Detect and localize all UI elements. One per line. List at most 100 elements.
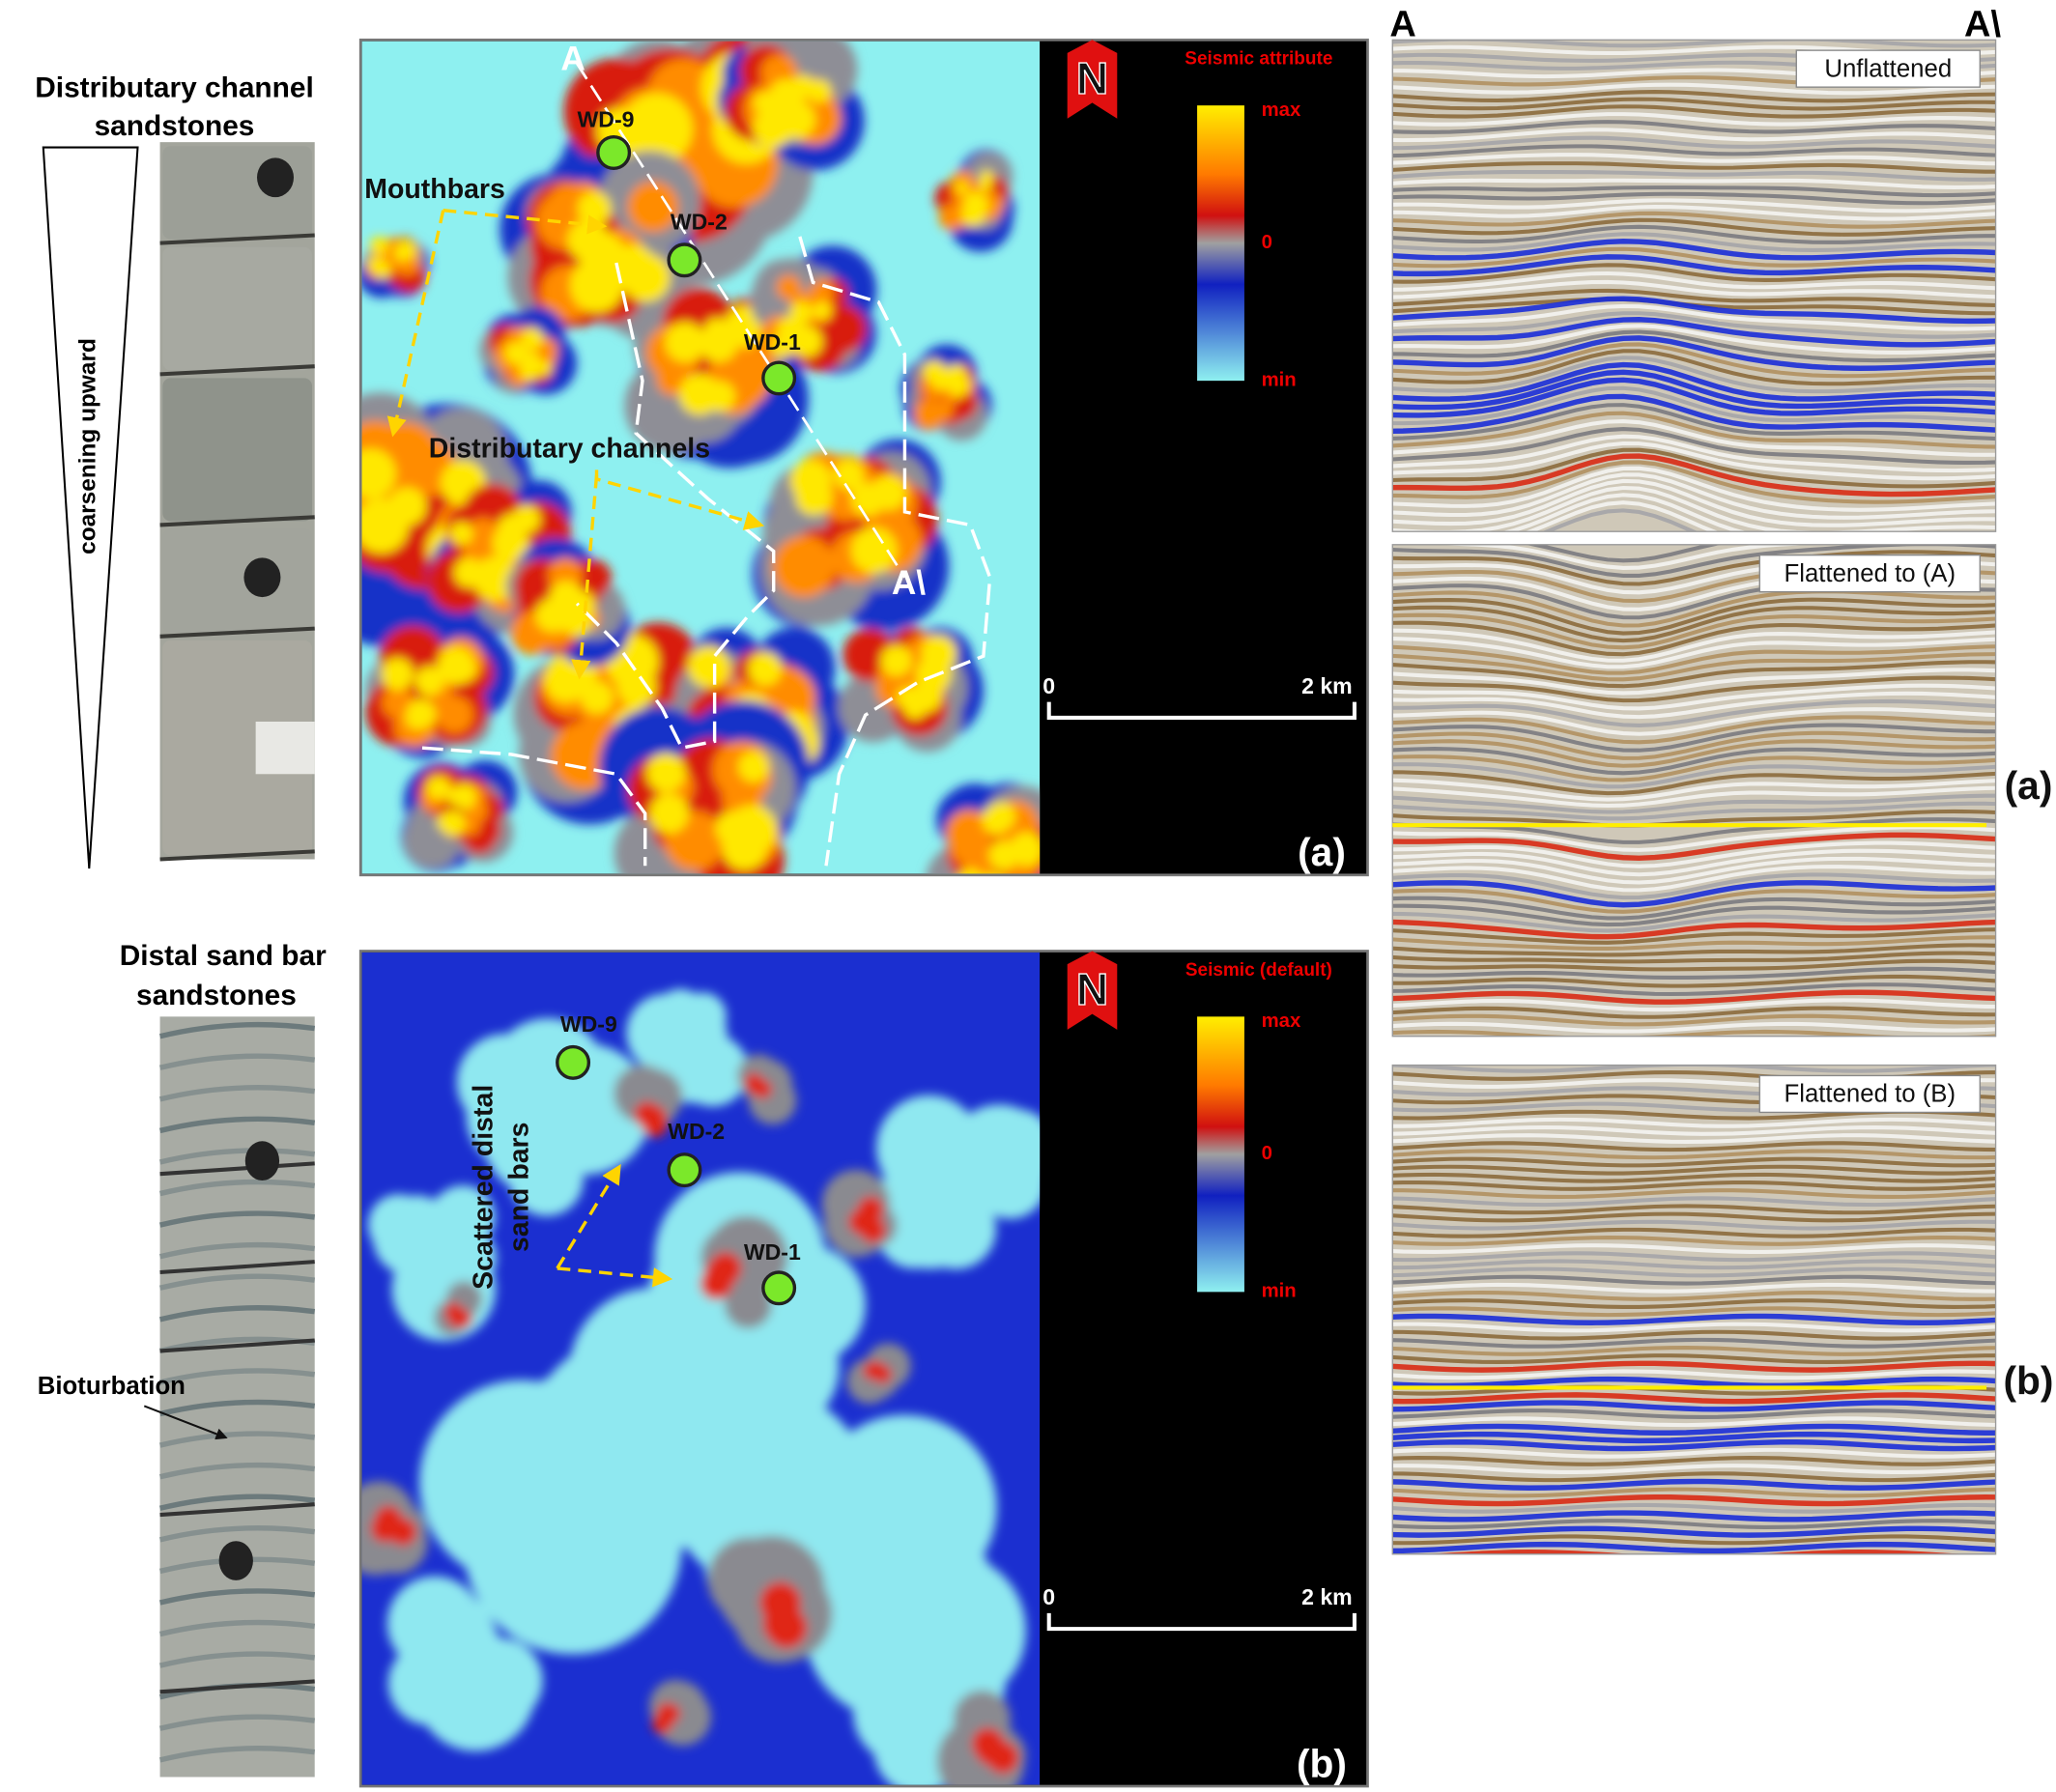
map-blob xyxy=(960,202,986,227)
reflector xyxy=(1392,403,1996,441)
reflector xyxy=(1392,1219,1996,1231)
core-photo-bottom xyxy=(158,1016,316,1778)
map-blob xyxy=(748,651,783,686)
core-lamina xyxy=(158,1619,316,1637)
reflector xyxy=(1392,1243,1996,1255)
core-hole xyxy=(243,557,281,598)
reflector xyxy=(1392,1455,1996,1466)
core-hole xyxy=(257,157,294,198)
colorbar xyxy=(1197,1016,1244,1293)
legend-label: 0 xyxy=(1262,232,1272,253)
map-blob xyxy=(472,556,518,601)
reflector xyxy=(1392,1274,1996,1286)
map-blob xyxy=(447,1308,467,1327)
reflector xyxy=(1392,411,1996,449)
map-blob xyxy=(648,793,689,834)
well-label: WD-2 xyxy=(671,209,728,234)
map-blob xyxy=(466,1062,574,1170)
core-lamina xyxy=(158,1241,316,1260)
section-end-label: A\ xyxy=(1964,5,2001,45)
core-gap xyxy=(255,722,315,775)
well xyxy=(596,135,632,170)
annotation: Mouthbars xyxy=(364,174,505,205)
core-crack xyxy=(159,233,315,245)
reflector xyxy=(1392,998,1996,1012)
flatten-marker: (b) xyxy=(2004,1358,2054,1403)
reflector xyxy=(1392,224,1996,244)
map-blob xyxy=(975,1733,1008,1766)
scale-label: 0 xyxy=(1042,1584,1055,1609)
reflector xyxy=(1392,270,1996,292)
core-lamina xyxy=(158,1116,316,1134)
reflector xyxy=(1392,1439,1996,1452)
reflector xyxy=(1392,943,1996,957)
reflector xyxy=(1392,191,1996,206)
arrow xyxy=(143,1405,228,1440)
core-title: sandstones xyxy=(136,980,297,1011)
reflector xyxy=(1392,668,1996,696)
map-blob xyxy=(449,522,473,546)
well xyxy=(556,1044,591,1080)
reflector xyxy=(1392,1124,1996,1136)
scale-label: 0 xyxy=(1042,673,1055,698)
reflector xyxy=(1631,40,1985,41)
section-label: A xyxy=(560,40,585,77)
reflector xyxy=(1392,1172,1996,1183)
map-blob xyxy=(369,236,388,255)
reflector xyxy=(1392,112,1996,127)
reflector xyxy=(1392,652,1996,682)
reflector xyxy=(1392,801,1996,821)
core-crack xyxy=(159,1502,315,1518)
reflector xyxy=(1392,1464,1996,1475)
reflector xyxy=(1392,1149,1996,1160)
map-blob xyxy=(419,1380,624,1584)
map-blob xyxy=(910,680,942,713)
reflector xyxy=(1392,153,1996,166)
well-label: WD-1 xyxy=(744,1239,801,1265)
reflector xyxy=(1392,478,1996,527)
reflector xyxy=(1392,144,1996,158)
reflector xyxy=(1392,778,1996,802)
trend-triangle xyxy=(42,146,139,869)
map-overlay xyxy=(421,62,992,867)
reflector xyxy=(1392,612,1996,650)
seismic-panel xyxy=(1392,544,1996,1037)
well-label: WD-1 xyxy=(744,329,801,355)
reflector xyxy=(1392,1423,1996,1436)
section-label-box xyxy=(1758,554,1981,593)
reflector xyxy=(1392,675,1996,703)
reflector xyxy=(1392,485,1996,532)
section-label-box xyxy=(1758,1074,1981,1114)
reflector xyxy=(1392,1235,1996,1246)
core-lamina xyxy=(158,1305,316,1323)
reflector xyxy=(1392,1266,1996,1278)
core-crack xyxy=(159,1679,315,1694)
core-lamina xyxy=(158,1085,316,1102)
reflector xyxy=(1392,361,1996,402)
map-blob xyxy=(789,300,814,325)
reflector xyxy=(1392,848,1996,877)
reflector xyxy=(1392,1133,1996,1145)
reflector xyxy=(1392,958,1996,972)
north-label: N xyxy=(1076,964,1108,1014)
reflector xyxy=(1392,170,1996,182)
section-line xyxy=(575,62,906,579)
reflector xyxy=(1392,1369,1996,1380)
reflector xyxy=(1392,1196,1996,1208)
reflector xyxy=(1392,128,1996,143)
map-blob xyxy=(863,1361,882,1380)
reflector xyxy=(1392,628,1996,663)
reflector xyxy=(1392,441,1996,481)
map-blob xyxy=(880,644,912,677)
map-blob xyxy=(929,366,954,390)
map-blob xyxy=(687,645,730,688)
map-blob xyxy=(577,191,612,226)
reflector xyxy=(1392,178,1996,190)
legend-title: Seismic (default) xyxy=(1185,960,1332,981)
map-blob xyxy=(634,1101,661,1128)
map-texture xyxy=(361,41,1041,874)
reflector xyxy=(1392,1519,1996,1530)
reflector xyxy=(1392,1259,1996,1270)
reflector xyxy=(1392,460,1996,504)
